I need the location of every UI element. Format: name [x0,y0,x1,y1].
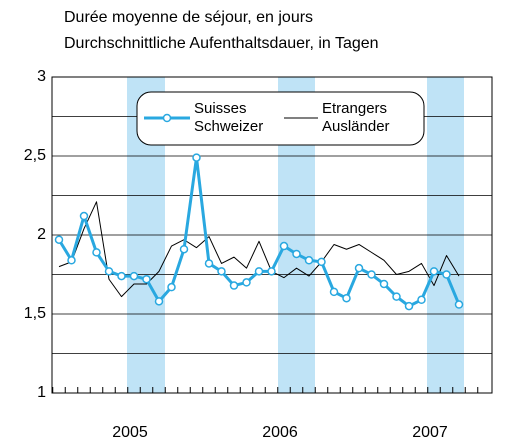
y-tick-label: 1,5 [24,305,46,322]
x-tick-label: 2005 [112,424,148,439]
point [429,267,439,276]
point [304,256,314,265]
x-tick-label: 2007 [412,424,448,439]
point [154,297,164,306]
point [204,259,214,268]
point [454,300,464,309]
point [92,248,101,257]
point [354,263,364,273]
point [392,292,401,301]
y-tick-label: 3 [37,68,46,85]
point [117,271,126,281]
point [279,241,289,251]
point [104,267,114,276]
point [267,267,276,276]
point [79,211,89,221]
point [129,271,139,281]
y-tick-label: 2 [37,226,46,243]
point [192,153,201,162]
point [367,270,376,279]
point [242,278,251,287]
point [292,249,301,259]
legend-box [136,91,425,146]
point [404,301,414,311]
point [179,244,189,254]
point [417,295,426,305]
plot-frame [51,76,493,394]
x-tick-label: 2006 [262,424,298,439]
point [317,257,326,267]
point [442,270,451,279]
chart-title: Durée moyenne de séjour, en jours [64,9,313,26]
legend-label: Etrangers Ausländer [322,100,390,135]
point [254,267,264,276]
point [54,235,64,244]
chart-subtitle: Durchschnittliche Aufenthaltsdauer, in T… [64,35,379,52]
legend-swatch [162,113,172,123]
point [217,267,226,276]
point [329,287,339,297]
point [229,281,239,290]
y-tick-label: 2,5 [24,147,46,164]
point [167,282,176,292]
point [379,279,389,289]
legend-label: Suisses Schweizer [194,100,264,135]
point [142,274,151,284]
series-line [57,156,461,308]
point [342,293,351,303]
series-line [58,201,460,298]
point [67,256,76,265]
y-tick-label: 1 [37,384,46,401]
